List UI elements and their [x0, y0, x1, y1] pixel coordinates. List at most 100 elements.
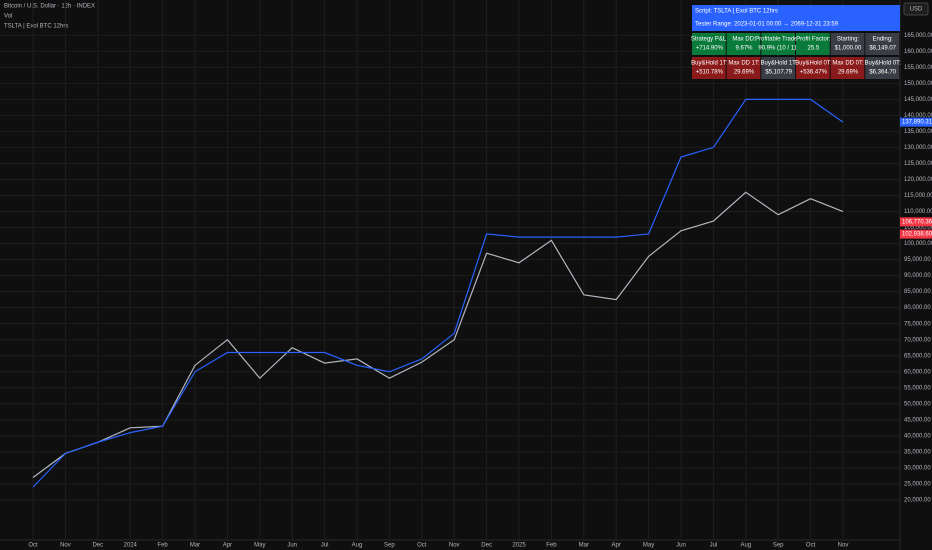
x-tick-label: Oct [806, 543, 816, 549]
currency-button[interactable] [903, 2, 929, 16]
price-label: 106,770.36 [902, 219, 932, 225]
y-tick-label: 35,000.00 [904, 449, 931, 455]
x-tick-label: Sep [384, 543, 395, 549]
panel-cell [830, 33, 865, 55]
x-tick-label: 2024 [124, 543, 138, 549]
panel-header [692, 17, 900, 31]
panel-cell-text: Max DD: [732, 37, 756, 43]
y-tick-label: 130,000.00 [904, 145, 932, 151]
panel-cell [865, 33, 899, 55]
x-tick-label: Feb [157, 543, 168, 549]
y-tick-label: 70,000.00 [904, 337, 931, 343]
y-tick-label: 45,000.00 [904, 417, 931, 423]
panel-script: Script: TSLTA | Exol BTC 12hrs [695, 9, 778, 15]
y-tick-label: 155,000.00 [904, 65, 932, 71]
panel-cell [830, 57, 865, 79]
panel-cell-text: +714.90% [696, 46, 724, 52]
price-label: 102,938.60 [902, 232, 932, 238]
panel-cell-text: Ending: [872, 37, 893, 43]
y-tick-label: 65,000.00 [904, 353, 931, 359]
panel-cell-text: +510.78% [696, 70, 724, 76]
chart-title: Bitcoin / U.S. Dollar · 12h · INDEX [4, 4, 95, 10]
indicator-label: TSLTA | Exol BTC 12hrs [4, 24, 68, 30]
y-tick-label: 25,000.00 [904, 481, 931, 487]
x-tick-label: Aug [352, 543, 363, 549]
x-tick-label: Dec [481, 543, 492, 549]
price-label-bg [900, 229, 932, 239]
panel-cell-text: $5,107.79 [765, 70, 792, 76]
x-tick-label: Nov [838, 543, 849, 549]
panel-cell-text: $6,364.70 [869, 70, 896, 76]
panel-cell [865, 57, 899, 79]
y-tick-label: 135,000.00 [904, 129, 932, 135]
y-tick-label: 100,000.00 [904, 241, 932, 247]
panel-cell [796, 57, 830, 79]
y-tick-label: 90,000.00 [904, 273, 931, 279]
x-tick-label: May [643, 543, 654, 549]
panel-header [692, 5, 900, 17]
y-tick-label: 150,000.00 [904, 81, 932, 87]
y-tick-label: 30,000.00 [904, 465, 931, 471]
x-tick-label: Apr [223, 543, 232, 549]
y-tick-label: 55,000.00 [904, 385, 931, 391]
x-tick-label: Jun [676, 543, 686, 549]
x-tick-label: Jun [287, 543, 297, 549]
y-tick-label: 80,000.00 [904, 305, 931, 311]
panel-cell-text: 90.9% (10 / 11) [758, 46, 799, 52]
y-tick-label: 140,000.00 [904, 113, 932, 119]
price-label-bg [900, 217, 932, 227]
panel-cell [726, 57, 761, 79]
x-tick-label: Nov [60, 543, 71, 549]
x-tick-label: Mar [190, 543, 200, 549]
x-tick-label: Mar [579, 543, 589, 549]
x-tick-label: Jul [710, 543, 718, 549]
panel-cell-text: 25.5 [807, 46, 819, 52]
panel-cell-text: 29.69% [734, 70, 755, 76]
panel-cell-text: Buy&Hold 0T: [864, 61, 901, 67]
panel-cell-text: Strategy P&L: [691, 37, 728, 43]
panel-cell-text: $1,000.00 [835, 46, 862, 52]
panel-cell-text: 9.67% [735, 46, 753, 52]
series-line [32, 98, 844, 488]
panel-cell [761, 57, 795, 79]
panel-cell-text: 29.69% [838, 70, 859, 76]
y-tick-label: 75,000.00 [904, 321, 931, 327]
y-tick-label: 120,000.00 [904, 177, 932, 183]
panel-cell-text: Max DD 1T: [728, 61, 760, 67]
panel-cell [692, 33, 726, 55]
y-tick-label: 40,000.00 [904, 433, 931, 439]
x-tick-label: Apr [612, 543, 621, 549]
y-tick-label: 115,000.00 [904, 193, 932, 199]
y-tick-label: 20,000.00 [904, 498, 931, 504]
indicator-label: Vol [4, 14, 12, 20]
panel-cell-text: $8,149.07 [869, 46, 896, 52]
panel-range: Tester Range: 2023-01-01 00:00 → 2069-12… [695, 22, 839, 28]
y-tick-label: 165,000.00 [904, 33, 932, 39]
y-tick-label: 95,000.00 [904, 257, 931, 263]
y-tick-label: 125,000.00 [904, 161, 932, 167]
x-tick-label: Feb [546, 543, 557, 549]
panel-cell-text: +536.47% [800, 70, 828, 76]
panel-cell-text: Buy&Hold 1T: [760, 61, 797, 67]
panel-cell [796, 33, 830, 55]
y-tick-label: 60,000.00 [904, 369, 931, 375]
x-tick-label: Dec [92, 543, 103, 549]
price-label: 137,890.31 [902, 120, 932, 126]
x-tick-label: Jul [321, 543, 329, 549]
panel-cell [692, 57, 726, 79]
x-tick-label: Oct [417, 543, 427, 549]
x-tick-label: Aug [740, 543, 751, 549]
currency-label: USD [910, 7, 923, 13]
y-tick-label: 105,000.00 [904, 225, 932, 231]
x-tick-label: Nov [449, 543, 460, 549]
x-tick-label: May [254, 543, 265, 549]
x-tick-label: 2025 [512, 543, 526, 549]
y-tick-label: 145,000.00 [904, 97, 932, 103]
price-label-bg [900, 117, 932, 127]
y-tick-label: 110,000.00 [904, 209, 932, 215]
panel-cell-text: Buy&Hold 1T: [691, 61, 728, 67]
panel-cell-text: Profit Factor: [796, 37, 831, 43]
panel-cell-text: Profitable Trades: [755, 37, 802, 43]
